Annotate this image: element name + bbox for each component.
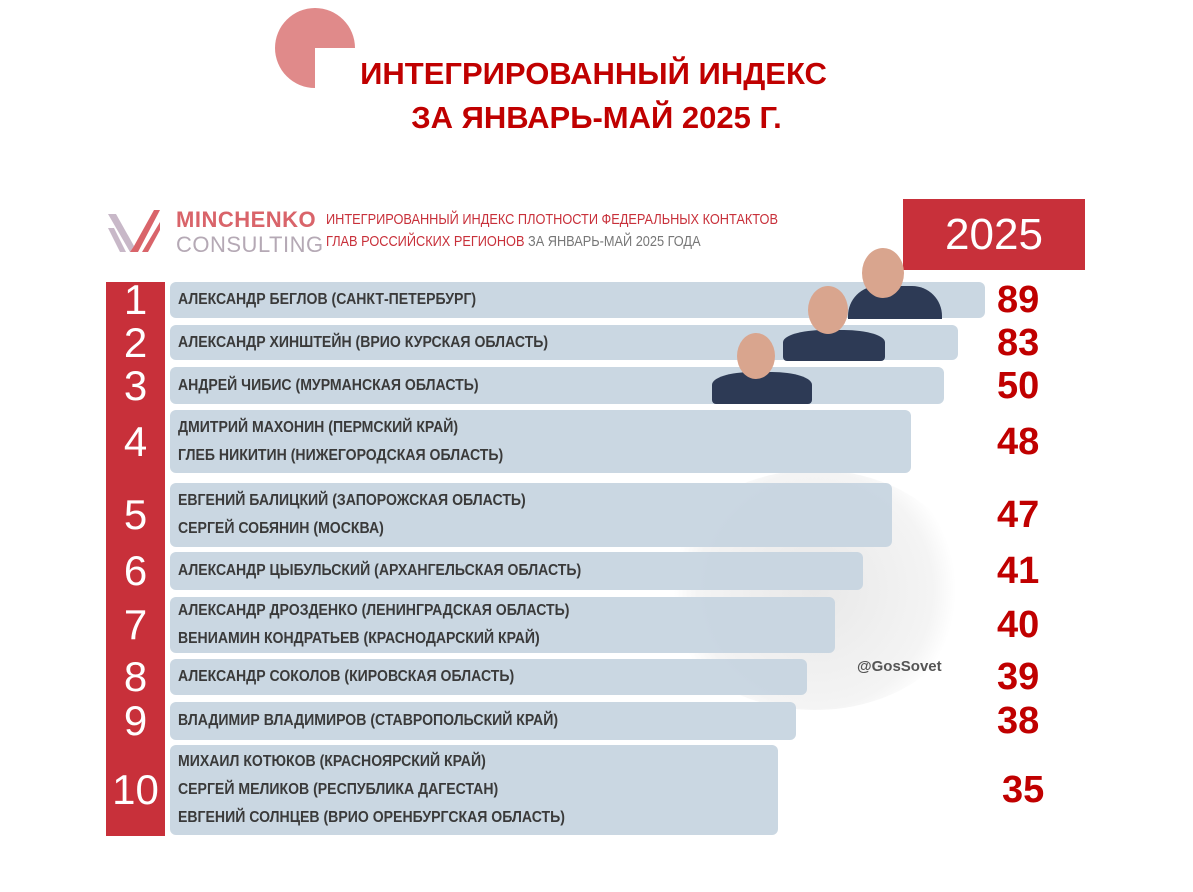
bar-names: ЕВГЕНИЙ БАЛИЦКИЙ (ЗАПОРОЖСКАЯ ОБЛАСТЬ) СЕ… (178, 487, 526, 543)
portrait-khinshtein-face (808, 286, 848, 334)
bar-names: АНДРЕЙ ЧИБИС (МУРМАНСКАЯ ОБЛАСТЬ) (178, 372, 479, 400)
value-label: 89 (997, 279, 1040, 321)
brand-sub: CONSULTING (176, 232, 324, 257)
governor-name: АЛЕКСАНДР ДРОЗДЕНКО (ЛЕНИНГРАДСКАЯ ОБЛАС… (178, 602, 570, 619)
bar-rank-8 (170, 659, 807, 695)
rank-number: 10 (112, 766, 159, 813)
brand-name: MINCHENKO (176, 207, 317, 232)
subtitle-grey: ЗА ЯНВАРЬ-МАЙ 2025 ГОДА (524, 233, 701, 250)
governor-name: ДМИТРИЙ МАХОНИН (ПЕРМСКИЙ КРАЙ) (178, 418, 459, 436)
governor-name: ЕВГЕНИЙ СОЛНЦЕВ (ВРИО ОРЕНБУРГСКАЯ ОБЛАС… (178, 809, 565, 826)
subtitle-red: ГЛАВ РОССИЙСКИХ РЕГИОНОВ (326, 233, 525, 250)
bar-rank-9 (170, 702, 796, 740)
portrait-chibis-face (737, 333, 775, 379)
rank-number: 5 (123, 491, 148, 538)
bar-rank-10 (170, 745, 778, 835)
subtitle-line1: ИНТЕГРИРОВАННЫЙ ИНДЕКС ПЛОТНОСТИ ФЕДЕРАЛ… (326, 211, 778, 228)
bar-names: АЛЕКСАНДР ДРОЗДЕНКО (ЛЕНИНГРАДСКАЯ ОБЛАС… (178, 597, 569, 653)
value-label: 35 (1002, 769, 1045, 811)
governor-name: АНДРЕЙ ЧИБИС (МУРМАНСКАЯ ОБЛАСТЬ) (178, 376, 479, 394)
value-label: 48 (997, 420, 1040, 463)
rank-number: 4 (123, 417, 148, 465)
portrait-khinshtein (783, 330, 885, 361)
bar-rank-3 (170, 367, 944, 404)
governor-name: ГЛЕБ НИКИТИН (НИЖЕГОРОДСКАЯ ОБЛАСТЬ) (178, 446, 504, 464)
bar-names: АЛЕКСАНДР ХИНШТЕЙН (ВРИО КУРСКАЯ ОБЛАСТЬ… (178, 329, 548, 357)
watermark-handle: @GosSovet (857, 658, 942, 675)
rank-number: 6 (123, 547, 148, 594)
governor-name: АЛЕКСАНДР БЕГЛОВ (САНКТ-ПЕТЕРБУРГ) (178, 291, 477, 308)
governor-name: МИХАИЛ КОТЮКОВ (КРАСНОЯРСКИЙ КРАЙ) (178, 753, 486, 770)
governor-name: ВЛАДИМИР ВЛАДИМИРОВ (СТАВРОПОЛЬСКИЙ КРАЙ… (178, 712, 559, 729)
rank-number: 2 (123, 318, 148, 366)
governor-name: АЛЕКСАНДР ЦЫБУЛЬСКИЙ (АРХАНГЕЛЬСКАЯ ОБЛА… (178, 562, 582, 579)
value-label: 38 (997, 700, 1040, 742)
governor-name: СЕРГЕЙ СОБЯНИН (МОСКВА) (178, 520, 384, 537)
value-label: 83 (997, 321, 1040, 364)
page-title-line2: ЗА ЯНВАРЬ-МАЙ 2025 Г. (411, 100, 782, 135)
governor-name: ЕВГЕНИЙ БАЛИЦКИЙ (ЗАПОРОЖСКАЯ ОБЛАСТЬ) (178, 492, 526, 509)
value-label: 41 (997, 550, 1040, 592)
bar-names: АЛЕКСАНДР ЦЫБУЛЬСКИЙ (АРХАНГЕЛЬСКАЯ ОБЛА… (178, 557, 581, 585)
value-label: 40 (997, 604, 1040, 646)
bar-names: МИХАИЛ КОТЮКОВ (КРАСНОЯРСКИЙ КРАЙ) СЕРГЕЙ… (178, 748, 565, 832)
bar-rank-7 (170, 597, 835, 653)
bar-names: ДМИТРИЙ МАХОНИН (ПЕРМСКИЙ КРАЙ) ГЛЕБ НИКИ… (178, 414, 503, 470)
rank-number: 7 (123, 601, 148, 648)
rank-number: 3 (123, 361, 148, 409)
page-title-line1: ИНТЕГРИРОВАННЫЙ ИНДЕКС (360, 56, 827, 91)
portrait-beglov-face (862, 248, 904, 298)
governor-name: АЛЕКСАНДР ХИНШТЕЙН (ВРИО КУРСКАЯ ОБЛАСТЬ… (178, 333, 549, 351)
bar-rank-5 (170, 483, 892, 547)
bar-rank-4 (170, 410, 911, 473)
value-label: 50 (997, 364, 1040, 407)
value-label: 39 (997, 656, 1040, 698)
subtitle-line2: ГЛАВ РОССИЙСКИХ РЕГИОНОВ ЗА ЯНВАРЬ-МАЙ 2… (326, 233, 701, 250)
bar-rank-6 (170, 552, 863, 590)
rank-number: 9 (123, 697, 148, 744)
bar-names: ВЛАДИМИР ВЛАДИМИРОВ (СТАВРОПОЛЬСКИЙ КРАЙ… (178, 707, 558, 735)
rank-number: 8 (123, 653, 148, 700)
year-badge: 2025 (903, 199, 1085, 270)
governor-name: АЛЕКСАНДР СОКОЛОВ (КИРОВСКАЯ ОБЛАСТЬ) (178, 668, 515, 685)
governor-name: ВЕНИАМИН КОНДРАТЬЕВ (КРАСНОДАРСКИЙ КРАЙ) (178, 630, 540, 647)
decorative-cutout (315, 48, 360, 93)
value-label: 47 (997, 494, 1040, 536)
bar-names: АЛЕКСАНДР БЕГЛОВ (САНКТ-ПЕТЕРБУРГ) (178, 286, 476, 314)
governor-name: СЕРГЕЙ МЕЛИКОВ (РЕСПУБЛИКА ДАГЕСТАН) (178, 781, 499, 798)
rank-number: 1 (123, 276, 148, 323)
rank-stripe (106, 282, 165, 836)
minchenko-logo-icon (108, 210, 160, 252)
bar-names: АЛЕКСАНДР СОКОЛОВ (КИРОВСКАЯ ОБЛАСТЬ) (178, 663, 514, 691)
